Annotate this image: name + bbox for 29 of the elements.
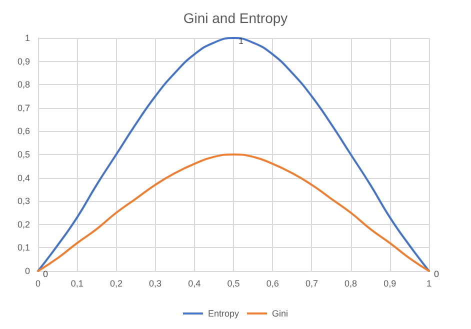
x-tick-label: 1	[426, 278, 432, 288]
y-tick-label: 0,5	[17, 150, 30, 160]
chart-title: Gini and Entropy	[183, 10, 288, 26]
x-tick-label: 0,3	[149, 278, 162, 288]
data-label: 0	[434, 269, 440, 279]
line-series	[37, 37, 430, 272]
x-tick-label: 0,1	[70, 278, 84, 288]
y-tick-label: 0,6	[17, 126, 30, 136]
y-tick-label: 0,7	[17, 102, 30, 113]
x-tick-label: 0,7	[305, 278, 318, 288]
x-tick-label: 0,9	[384, 278, 396, 288]
x-tick-label: 0,8	[344, 278, 358, 288]
y-tick-label: 0,8	[17, 80, 30, 90]
data-label: 0	[43, 269, 48, 279]
y-tick-label: 0	[24, 266, 30, 276]
y-tick-label: 1	[24, 33, 30, 43]
x-tick-label: 0,4	[188, 278, 201, 288]
x-tick-label: 0	[35, 278, 41, 288]
line-series	[37, 154, 430, 272]
y-tick-label: 0,1	[17, 242, 30, 253]
x-tick-label: 0,6	[266, 278, 279, 288]
y-tick-label: 0,2	[17, 219, 30, 230]
y-tick-label: 0,4	[17, 172, 30, 183]
x-tick-label: 0,2	[110, 278, 122, 288]
y-tick-label: 0,3	[17, 196, 30, 206]
y-tick-label: 0,9	[17, 56, 30, 66]
x-tick-label: 0,5	[227, 278, 240, 288]
legend-label: Entropy	[208, 308, 240, 318]
legend-label: Gini	[272, 308, 288, 318]
